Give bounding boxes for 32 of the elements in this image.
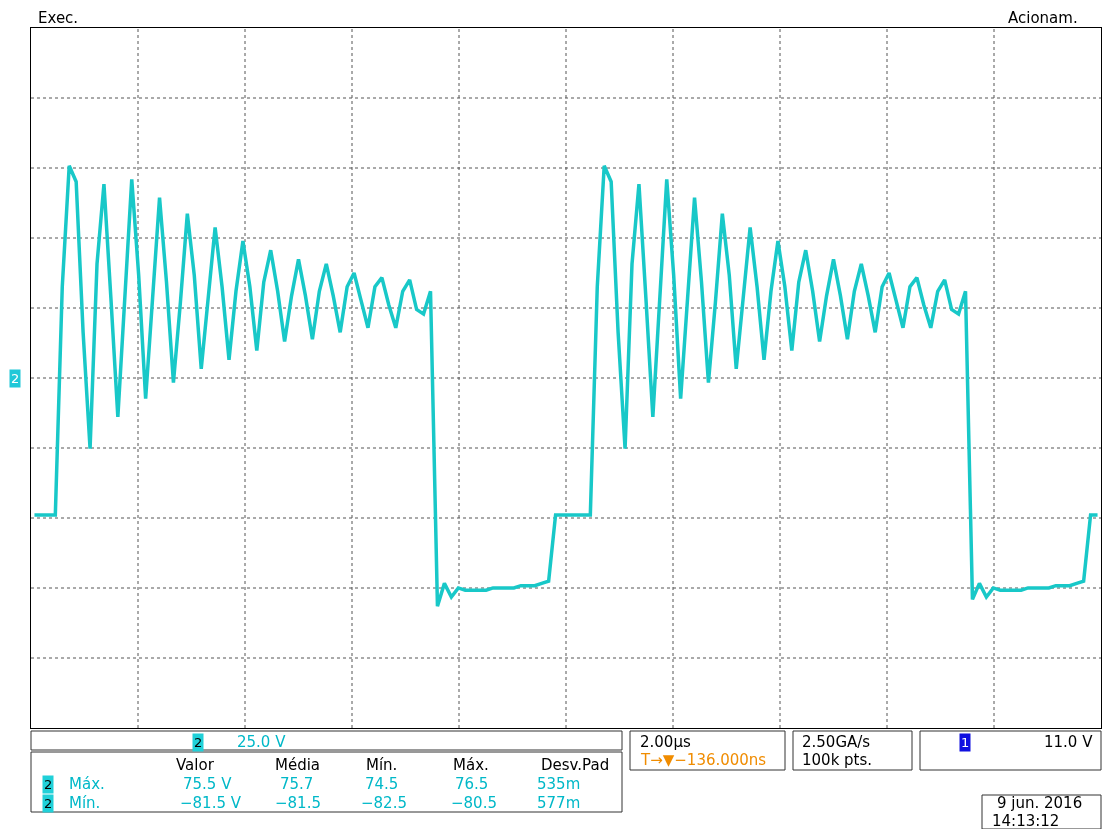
text: 2.00µs — [640, 733, 691, 751]
text: 2.50GA/s — [802, 733, 871, 751]
text: 2 — [11, 371, 20, 386]
text: 2 — [194, 735, 203, 750]
text: Desv.Pad — [541, 756, 610, 774]
text: T→▼−136.000ns — [640, 751, 767, 769]
text: 76.5 — [455, 775, 489, 793]
text: 535m — [537, 775, 581, 793]
text: 25.0 V — [237, 733, 287, 751]
text: 9 jun. 2016 — [997, 794, 1083, 812]
text: Exec. — [38, 9, 79, 27]
text: 75.5 V — [183, 775, 233, 793]
text: Valor — [176, 756, 215, 774]
text: 74.5 — [365, 775, 399, 793]
text: −81.5 — [275, 794, 321, 812]
text: Mín. — [366, 756, 398, 774]
text: 75.7 — [280, 775, 314, 793]
text: −80.5 — [451, 794, 497, 812]
text: 577m — [537, 794, 581, 812]
text: Mín. — [69, 794, 101, 812]
text: 2 — [44, 796, 53, 811]
text: 11.0 V — [1044, 733, 1094, 751]
text: 1 — [961, 735, 970, 750]
text: −81.5 V — [180, 794, 242, 812]
text: Máx. — [69, 775, 105, 793]
text: 100k pts. — [802, 751, 873, 769]
text: Média — [275, 756, 321, 774]
text: 14:13:12 — [992, 812, 1060, 829]
text: Máx. — [453, 756, 489, 774]
text: −82.5 — [361, 794, 407, 812]
text: Acionam. — [1008, 9, 1078, 27]
text: 2 — [44, 777, 53, 792]
